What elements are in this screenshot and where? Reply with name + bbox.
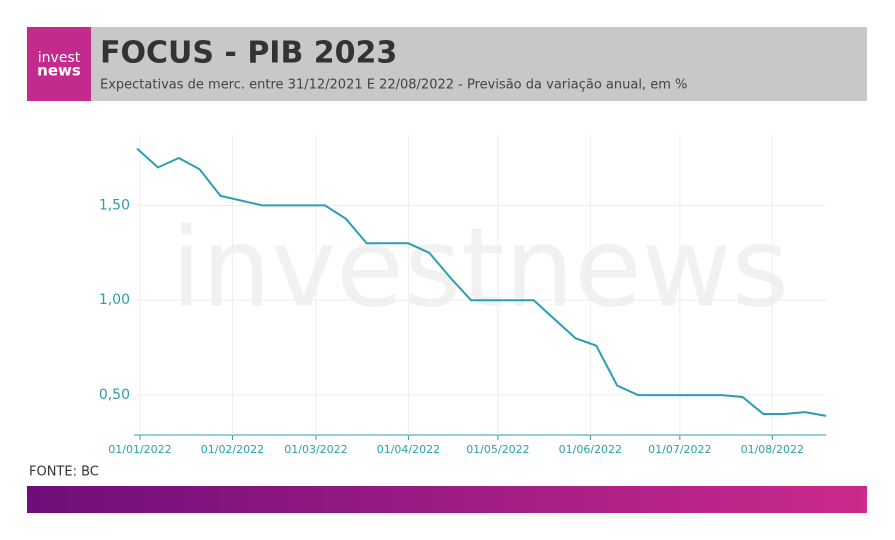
x-tick-label: 01/08/2022	[741, 443, 804, 456]
y-tick-label: 1,00	[99, 292, 130, 308]
header-bg	[27, 27, 867, 101]
chart-subtitle: Expectativas de merc. entre 31/12/2021 E…	[100, 78, 687, 93]
footer-bar	[27, 486, 867, 513]
logo-bg	[27, 27, 91, 101]
logo-text: news	[37, 62, 81, 80]
y-tick-label: 1,50	[99, 197, 130, 213]
x-tick-label: 01/01/2022	[108, 443, 171, 456]
chart-title: FOCUS - PIB 2023	[100, 36, 397, 71]
data-line	[136, 147, 827, 417]
x-tick-label: 01/02/2022	[201, 443, 264, 456]
logo-text: invest	[38, 50, 81, 66]
watermark: investnews	[171, 203, 789, 331]
x-tick-label: 01/05/2022	[466, 443, 529, 456]
x-tick-label: 01/03/2022	[284, 443, 347, 456]
x-tick-label: 01/06/2022	[559, 443, 622, 456]
source: FONTE: BC	[29, 465, 99, 480]
y-tick-label: 0,50	[99, 387, 130, 403]
x-tick-label: 01/07/2022	[648, 443, 711, 456]
x-tick-label: 01/04/2022	[377, 443, 440, 456]
